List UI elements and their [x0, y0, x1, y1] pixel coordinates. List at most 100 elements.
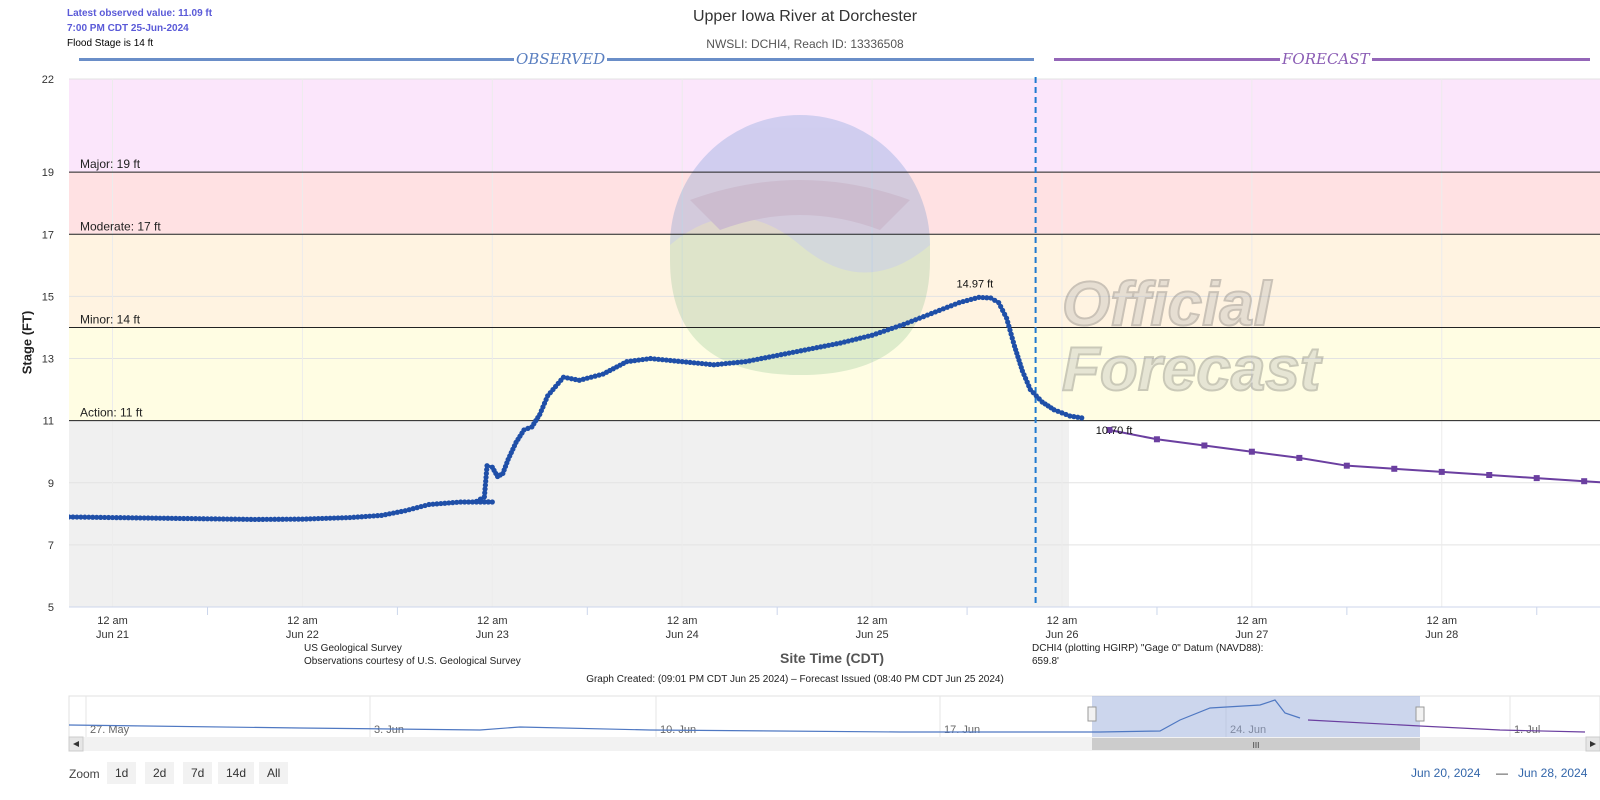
observed-point: [841, 339, 847, 345]
observed-point: [893, 324, 899, 330]
observed-point: [484, 463, 490, 469]
observed-point: [1008, 331, 1014, 337]
zoom-2d-button[interactable]: 2d: [145, 762, 175, 784]
observed-point: [105, 514, 112, 521]
watermark-official: Official: [1062, 270, 1273, 339]
observed-point: [802, 347, 808, 353]
observed-point: [837, 340, 844, 346]
observed-point: [244, 516, 250, 522]
observed-point: [232, 516, 238, 522]
observed-section-label: OBSERVED: [514, 50, 608, 68]
observed-point: [897, 323, 903, 329]
zoom-14d-button[interactable]: 14d: [218, 762, 255, 784]
observed-point: [632, 358, 638, 364]
chart-subtitle: NWSLI: DCHI4, Reach ID: 13336508: [706, 37, 904, 51]
observed-point: [636, 357, 642, 363]
observed-point: [173, 515, 179, 521]
navigator-forecast-line: [1307, 719, 1586, 733]
observed-point: [224, 516, 230, 522]
observed-point: [121, 515, 127, 521]
observed-point: [643, 356, 650, 362]
forecast-point: [1106, 426, 1113, 433]
forecast-point: [1248, 448, 1255, 455]
observed-point: [972, 295, 978, 301]
observed-point: [794, 348, 800, 355]
observed-point: [228, 516, 234, 522]
chart-title: Upper Iowa River at Dorchester: [692, 8, 918, 25]
observed-point: [806, 346, 812, 352]
observed-point: [742, 359, 749, 365]
observed-point: [347, 514, 353, 521]
observed-point: [1067, 413, 1073, 419]
observed-point: [1079, 415, 1085, 421]
observed-point: [778, 352, 784, 358]
observed-point: [477, 496, 484, 502]
observed-point: [659, 357, 666, 363]
y-tick-label: 5: [48, 602, 54, 614]
observed-point: [814, 345, 820, 351]
annotation-label: 14.97 ft: [957, 278, 994, 290]
x-tick-date: Jun 25: [856, 629, 889, 641]
observed-point: [655, 356, 662, 362]
observed-point: [584, 375, 590, 381]
observed-point: [102, 514, 108, 521]
y-axis-ticks: 5 7 9 11 13 15 17 19 22: [42, 74, 54, 614]
threshold-label: Minor: 14 ft: [80, 312, 141, 326]
observed-point: [185, 515, 191, 522]
navigator-date-label: 27. May: [90, 724, 130, 736]
observed-point: [145, 515, 151, 521]
zoom-all-button[interactable]: All: [259, 762, 289, 784]
navigator-scrollbar-thumb[interactable]: [1092, 738, 1420, 750]
observed-point: [628, 358, 634, 364]
range-to-date[interactable]: Jun 28, 2024: [1518, 766, 1588, 780]
datum-line: DCHI4 (plotting HGIRP) "Gage 0" Datum (N…: [1032, 643, 1264, 654]
observed-point: [319, 515, 325, 522]
observed-point: [303, 516, 309, 522]
band-moderate: [69, 172, 1600, 235]
x-tick-label: 12 am: [667, 615, 698, 627]
observed-point: [782, 351, 788, 357]
observed-point: [268, 516, 274, 522]
y-tick-label: 13: [42, 354, 54, 366]
zoom-1d-button[interactable]: 1d: [107, 762, 137, 784]
observed-point: [367, 513, 373, 519]
x-tick-date: Jun 27: [1235, 629, 1268, 641]
observed-point: [410, 506, 416, 512]
observed-point: [78, 514, 84, 520]
observed-point: [624, 359, 630, 365]
forecast-point: [1343, 462, 1350, 469]
observed-point: [750, 357, 757, 363]
observed-point: [331, 515, 337, 521]
observed-point: [928, 310, 935, 317]
observed-point: [588, 374, 594, 380]
observed-point: [592, 373, 598, 379]
observed-point: [869, 332, 875, 338]
navigator-right-handle[interactable]: [1415, 706, 1425, 722]
observed-point: [177, 515, 183, 522]
x-tick-label: 12 am: [1047, 615, 1078, 627]
observed-point: [272, 516, 278, 522]
range-from-date[interactable]: Jun 20, 2024: [1411, 766, 1481, 780]
y-tick-label: 7: [48, 540, 54, 552]
observed-point: [74, 514, 80, 520]
observed-point: [483, 478, 489, 484]
forecast-point: [1581, 478, 1588, 485]
observed-point: [1010, 339, 1016, 345]
navigator-left-handle[interactable]: [1087, 706, 1097, 722]
threshold-label: Moderate: 17 ft: [80, 219, 161, 233]
observed-point: [727, 360, 733, 366]
observed-point: [82, 514, 88, 520]
observed-point: [402, 508, 408, 514]
observed-point: [216, 516, 222, 522]
observed-point: [1003, 315, 1010, 321]
observed-point: [909, 318, 915, 324]
observed-point: [374, 513, 381, 519]
zoom-7d-button[interactable]: 7d: [183, 762, 213, 784]
observed-point: [323, 515, 329, 521]
observed-point: [220, 516, 226, 522]
observed-point: [521, 427, 527, 433]
observed-point: [818, 344, 824, 350]
observed-point: [596, 372, 602, 378]
observed-point: [299, 516, 306, 522]
